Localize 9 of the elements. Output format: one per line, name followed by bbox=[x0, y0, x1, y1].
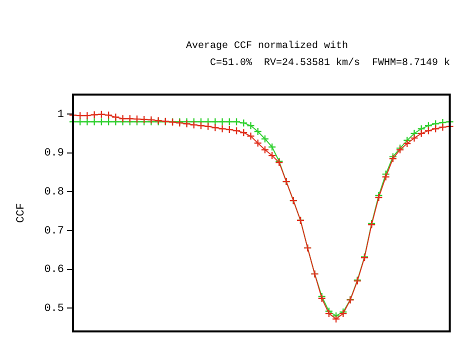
y-tick-label: 0.7 bbox=[44, 225, 64, 238]
y-tick-label: 1 bbox=[57, 108, 64, 121]
y-tick-label: 0.9 bbox=[44, 148, 64, 160]
y-tick-label: 0.6 bbox=[44, 264, 64, 276]
chart-title: Average CCF normalized with bbox=[186, 41, 348, 52]
y-tick-label: 0.8 bbox=[44, 186, 64, 199]
y-tick-label: 0.5 bbox=[44, 303, 64, 316]
y-axis-title: CCF bbox=[16, 203, 28, 223]
chart-subtitle: C=51.0% RV=24.53581 km/s FWHM=8.7149 k bbox=[210, 58, 450, 69]
